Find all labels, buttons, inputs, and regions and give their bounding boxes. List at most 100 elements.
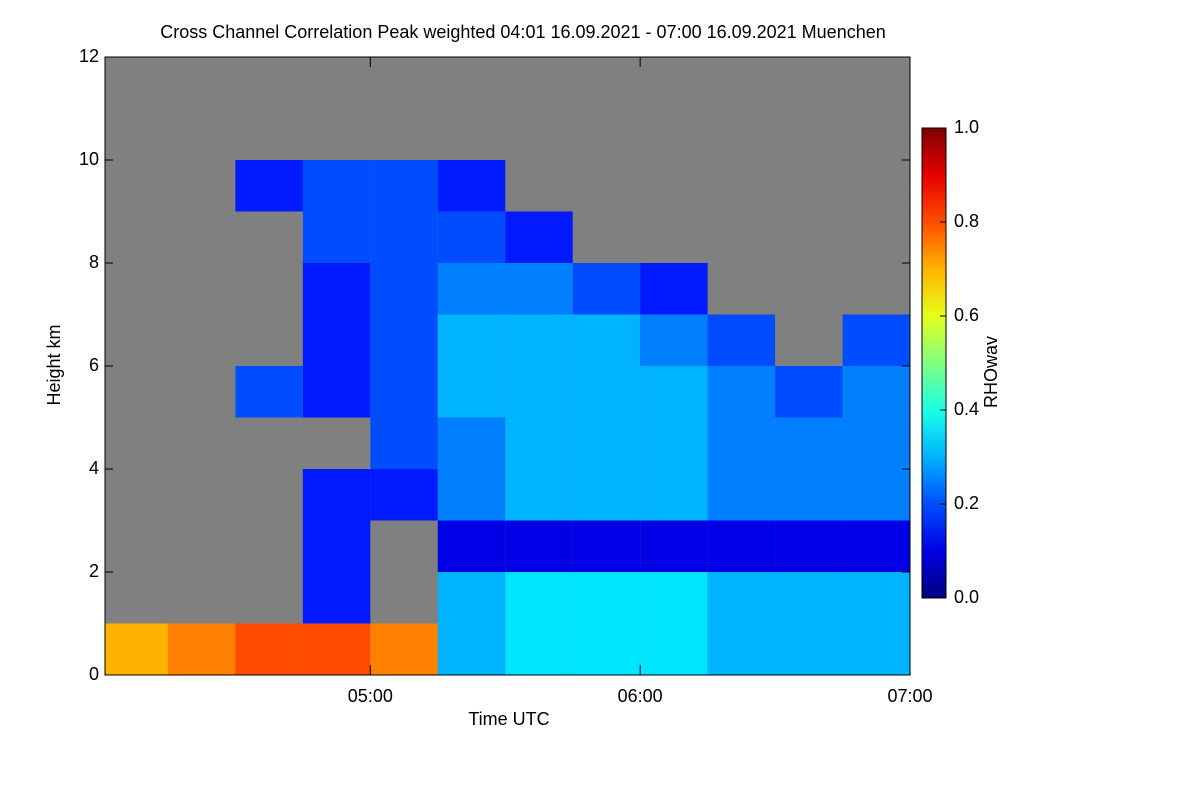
heatmap-cell xyxy=(505,623,573,675)
heatmap-cell xyxy=(370,623,438,675)
heatmap-cell xyxy=(707,572,776,624)
chart-title: Cross Channel Correlation Peak weighted … xyxy=(160,22,886,42)
heatmap-cell xyxy=(235,623,303,675)
heatmap-cell xyxy=(370,366,438,418)
heatmap-cell xyxy=(842,572,910,624)
colorbar-tick-label: 0.8 xyxy=(954,211,979,231)
heatmap-cell xyxy=(302,263,371,315)
heatmap-cell xyxy=(707,520,776,572)
heatmap-cell xyxy=(437,520,506,572)
heatmap-cell xyxy=(640,469,708,521)
heatmap-cell xyxy=(370,314,438,366)
colorbar-tick-label: 0.0 xyxy=(954,587,979,607)
heatmap-cell xyxy=(505,211,573,263)
heatmap-cell xyxy=(640,263,708,315)
heatmap-cell xyxy=(775,469,843,521)
heatmap-cell xyxy=(640,572,708,624)
y-tick-label: 6 xyxy=(89,355,99,375)
heatmap-cell xyxy=(842,366,910,418)
colorbar-label: RHOwav xyxy=(981,336,1001,408)
heatmap-cell xyxy=(505,314,573,366)
heatmap-cell xyxy=(572,623,641,675)
heatmap-cell xyxy=(370,469,438,521)
heatmap-cell xyxy=(437,211,506,263)
heatmap-cell xyxy=(572,314,641,366)
y-tick-label: 8 xyxy=(89,252,99,272)
heatmap-cell xyxy=(302,572,371,624)
heatmap-cell xyxy=(775,572,843,624)
heatmap-cell xyxy=(572,366,641,418)
heatmap-cell xyxy=(505,263,573,315)
heatmap-cell xyxy=(572,469,641,521)
heatmap-cell xyxy=(505,520,573,572)
heatmap-cell xyxy=(775,623,843,675)
heatmap-cell xyxy=(842,623,910,675)
heatmap-cell xyxy=(370,263,438,315)
heatmap-cell xyxy=(437,366,506,418)
heatmap-cell xyxy=(640,417,708,469)
x-tick-label: 06:00 xyxy=(618,686,663,706)
heatmap-cell xyxy=(437,263,506,315)
heatmap-cell xyxy=(105,623,168,675)
heatmap-cell xyxy=(572,520,641,572)
heatmap-cell xyxy=(775,520,843,572)
heatmap-cell xyxy=(572,417,641,469)
heatmap-cell xyxy=(640,623,708,675)
heatmap-cell xyxy=(437,469,506,521)
y-tick-label: 2 xyxy=(89,561,99,581)
x-tick-label: 05:00 xyxy=(348,686,393,706)
y-tick-label: 0 xyxy=(89,664,99,684)
heatmap-cell xyxy=(640,520,708,572)
heatmap-cell xyxy=(572,263,641,315)
colorbar-tick-label: 0.2 xyxy=(954,493,979,513)
x-axis-label: Time UTC xyxy=(468,709,549,729)
y-tick-label: 4 xyxy=(89,458,99,478)
heatmap-cell xyxy=(842,314,910,366)
heatmap-cell xyxy=(370,211,438,263)
heatmap-cell xyxy=(370,417,438,469)
colorbar-tick-label: 0.6 xyxy=(954,305,979,325)
colorbar xyxy=(921,127,947,599)
x-tick-label: 07:00 xyxy=(887,686,932,706)
y-axis-label: Height km xyxy=(44,324,64,405)
heatmap-cell xyxy=(437,623,506,675)
heatmap-cell xyxy=(505,417,573,469)
y-tick-label: 12 xyxy=(79,46,99,66)
heatmap-cell xyxy=(707,623,776,675)
heatmap-cell xyxy=(842,520,910,572)
heatmap-cell xyxy=(167,623,236,675)
heatmap-cell xyxy=(370,160,438,212)
heatmap-cell xyxy=(842,469,910,521)
heatmap-cell xyxy=(505,572,573,624)
heatmap-cell xyxy=(437,417,506,469)
heatmap-cell xyxy=(437,572,506,624)
heatmap-cell xyxy=(437,160,506,212)
y-tick-label: 10 xyxy=(79,149,99,169)
heatmap-cell xyxy=(707,366,776,418)
heatmap-cell xyxy=(707,469,776,521)
heatmap-cell xyxy=(505,469,573,521)
heatmap-cell xyxy=(302,623,371,675)
heatmap-cell xyxy=(235,366,303,418)
heatmap-cell xyxy=(572,572,641,624)
heatmap-cell xyxy=(302,469,371,521)
heatmap-cell xyxy=(775,417,843,469)
colorbar-tick-label: 0.4 xyxy=(954,399,979,419)
heatmap-cell xyxy=(707,314,776,366)
heatmap-cell xyxy=(302,366,371,418)
heatmap-cell xyxy=(302,520,371,572)
heatmap-cell xyxy=(505,366,573,418)
heatmap-cell xyxy=(707,417,776,469)
heatmap-cell xyxy=(302,160,371,212)
heatmap-cell xyxy=(235,160,303,212)
heatmap-cell xyxy=(640,366,708,418)
heatmap-cell xyxy=(437,314,506,366)
heatmap-cell xyxy=(640,314,708,366)
heatmap-cell xyxy=(302,211,371,263)
heatmap-cell xyxy=(842,417,910,469)
colorbar-tick-label: 1.0 xyxy=(954,117,979,137)
heatmap-cell xyxy=(302,314,371,366)
heatmap-cell xyxy=(775,366,843,418)
